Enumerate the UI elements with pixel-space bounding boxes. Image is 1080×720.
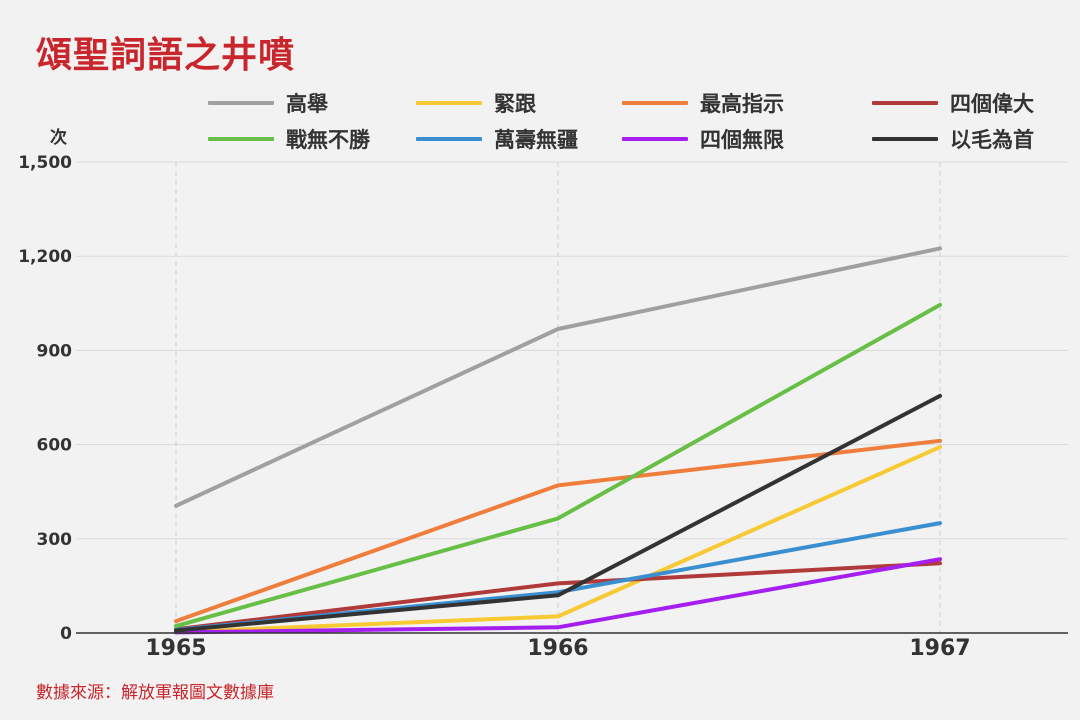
legend-swatch bbox=[872, 137, 938, 141]
legend-label: 以毛為首 bbox=[950, 128, 1034, 152]
legend-item: 四個無限 bbox=[622, 124, 784, 154]
y-tick-label: 1,200 bbox=[18, 247, 72, 267]
legend-item: 緊跟 bbox=[416, 88, 536, 118]
legend-label: 最高指示 bbox=[700, 92, 784, 116]
x-tick-label: 1965 bbox=[145, 636, 206, 661]
y-tick-label: 1,500 bbox=[18, 153, 72, 173]
series-line-7 bbox=[174, 393, 942, 633]
y-tick-label: 900 bbox=[37, 341, 73, 361]
legend-label: 高舉 bbox=[286, 92, 328, 116]
y-tick-label: 0 bbox=[60, 624, 72, 644]
data-source-note: 數據來源：解放軍報圖文數據庫 bbox=[36, 683, 274, 703]
chart-title: 頌聖詞語之井噴 bbox=[36, 35, 296, 76]
legend-swatch bbox=[622, 137, 688, 141]
legend-swatch bbox=[622, 101, 688, 105]
legend-swatch bbox=[416, 137, 482, 141]
legend-item: 以毛為首 bbox=[872, 124, 1034, 154]
x-tick-label: 1966 bbox=[527, 636, 588, 661]
legend-item: 四個偉大 bbox=[872, 88, 1034, 118]
legend-label: 四個偉大 bbox=[950, 92, 1034, 116]
legend-label: 萬壽無疆 bbox=[494, 128, 578, 152]
legend-item: 戰無不勝 bbox=[208, 124, 370, 154]
legend-swatch bbox=[872, 101, 938, 105]
legend-swatch bbox=[416, 101, 482, 105]
legend-label: 緊跟 bbox=[494, 92, 536, 116]
series-line-2 bbox=[174, 438, 942, 624]
legend-item: 萬壽無疆 bbox=[416, 124, 578, 154]
y-tick-label: 300 bbox=[37, 530, 73, 550]
legend-label: 四個無限 bbox=[700, 128, 784, 152]
series-line-3 bbox=[174, 561, 942, 632]
legend-swatch bbox=[208, 137, 274, 141]
series-line-4 bbox=[174, 302, 942, 629]
x-tick-label: 1967 bbox=[909, 636, 970, 661]
legend-item: 高舉 bbox=[208, 88, 328, 118]
y-tick-label: 600 bbox=[37, 436, 73, 456]
y-axis-label: 次 bbox=[50, 128, 67, 148]
legend-item: 最高指示 bbox=[622, 88, 784, 118]
legend-swatch bbox=[208, 101, 274, 105]
series-line-6 bbox=[174, 557, 942, 635]
chart-legend: 高舉 緊跟 最高指示 四個偉大戰無不勝 萬壽無疆 四個無限 以毛為首 bbox=[208, 88, 1068, 158]
legend-label: 戰無不勝 bbox=[286, 128, 370, 152]
series-line-1 bbox=[174, 445, 942, 635]
series-line-0 bbox=[174, 246, 942, 508]
